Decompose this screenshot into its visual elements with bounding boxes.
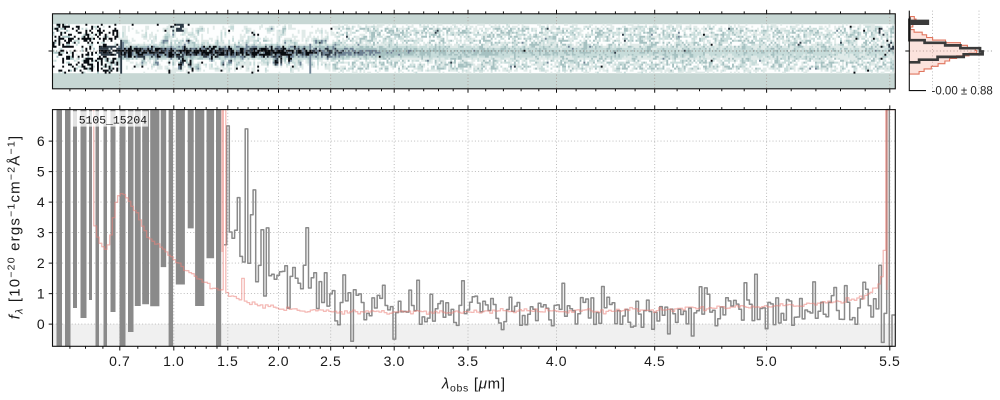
svg-text:2.0: 2.0 [268, 353, 289, 369]
svg-text:λobs [μm]: λobs [μm] [441, 376, 506, 395]
svg-text:5105_15204: 5105_15204 [79, 115, 148, 127]
svg-text:0: 0 [37, 316, 45, 332]
svg-text:3: 3 [37, 225, 45, 241]
svg-text:0.7: 0.7 [109, 353, 130, 369]
svg-text:5.5: 5.5 [879, 353, 900, 369]
svg-text:-0.00 ± 0.88: -0.00 ± 0.88 [932, 86, 993, 98]
svg-text:1.5: 1.5 [217, 353, 238, 369]
svg-text:2: 2 [37, 255, 45, 271]
svg-text:4.5: 4.5 [644, 353, 665, 369]
svg-text:1: 1 [37, 286, 45, 302]
svg-text:4: 4 [37, 194, 45, 210]
svg-text:5: 5 [37, 164, 45, 180]
svg-text:3.5: 3.5 [457, 353, 478, 369]
svg-text:fλ [10−20 ergs−1cm−2Å−1]: fλ [10−20 ergs−1cm−2Å−1] [6, 135, 26, 319]
svg-text:1.0: 1.0 [163, 353, 184, 369]
svg-text:5.0: 5.0 [756, 353, 777, 369]
svg-text:4.0: 4.0 [546, 353, 567, 369]
svg-text:2.5: 2.5 [320, 353, 341, 369]
svg-text:6: 6 [37, 133, 45, 149]
svg-text:3.0: 3.0 [384, 353, 405, 369]
